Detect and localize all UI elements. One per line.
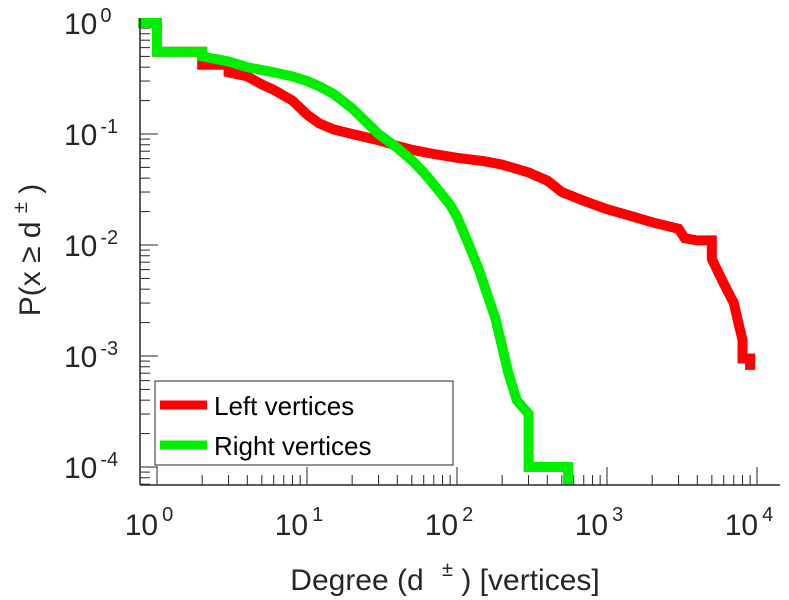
x-tick-base: 10 [725, 509, 758, 542]
x-tick-base: 10 [275, 509, 308, 542]
x-tick-exponent: 4 [762, 504, 773, 526]
x-tick-exponent: 2 [462, 504, 473, 526]
y-axis-title-part-1: P(x ≥ d [14, 221, 47, 316]
x-tick-label: 10 1 [275, 504, 324, 542]
y-tick-exponent: 0 [100, 5, 111, 27]
y-tick-base: 10 [64, 119, 97, 152]
y-tick-exponent: -4 [100, 449, 118, 471]
y-tick-base: 10 [64, 341, 97, 374]
x-tick-label: 10 3 [575, 504, 624, 542]
x-tick-exponent: 3 [612, 504, 623, 526]
x-tick-exponent: 1 [312, 504, 323, 526]
series-group [138, 18, 756, 485]
legend: Left vertices Right vertices [154, 380, 454, 466]
x-tick-label: 10 0 [125, 504, 174, 542]
y-tick-label: 10 -2 [64, 227, 118, 263]
y-tick-label: 10 -1 [64, 116, 118, 152]
x-tick-labels: 10 0 10 1 10 2 10 3 10 4 [125, 504, 774, 542]
legend-box [154, 380, 454, 466]
x-tick-base: 10 [575, 509, 608, 542]
y-tick-base: 10 [64, 8, 97, 41]
legend-label-right: Right vertices [214, 431, 372, 461]
x-axis-title-part-2: ) [vertices] [461, 564, 599, 597]
series-line-right-vertices [138, 18, 574, 485]
y-tick-label: 10 -3 [64, 338, 118, 374]
y-tick-label: 10 0 [64, 5, 112, 41]
y-axis-title-part-2: ) [14, 184, 47, 194]
x-tick-base: 10 [125, 509, 158, 542]
x-axis-title: Degree (d ± ) [vertices] [290, 550, 599, 597]
y-axis-title: P(x ≥ d ± ) [1, 184, 47, 317]
minor-ticks [140, 22, 758, 485]
y-tick-base: 10 [64, 452, 97, 485]
y-tick-exponent: -1 [100, 116, 118, 138]
x-axis-title-part-1: Degree (d [290, 564, 423, 597]
legend-label-left: Left vertices [214, 391, 354, 421]
x-axis-title-pm: ± [442, 559, 453, 581]
x-tick-base: 10 [425, 509, 458, 542]
y-tick-base: 10 [64, 230, 97, 263]
y-tick-exponent: -2 [100, 227, 118, 249]
series-line-left-vertices [138, 18, 756, 370]
y-tick-label: 10 -4 [64, 449, 118, 485]
y-axis-title-pm: ± [10, 202, 32, 213]
x-tick-label: 10 2 [425, 504, 474, 542]
y-tick-exponent: -3 [100, 338, 118, 360]
x-tick-label: 10 4 [725, 504, 774, 542]
x-tick-exponent: 0 [162, 504, 173, 526]
